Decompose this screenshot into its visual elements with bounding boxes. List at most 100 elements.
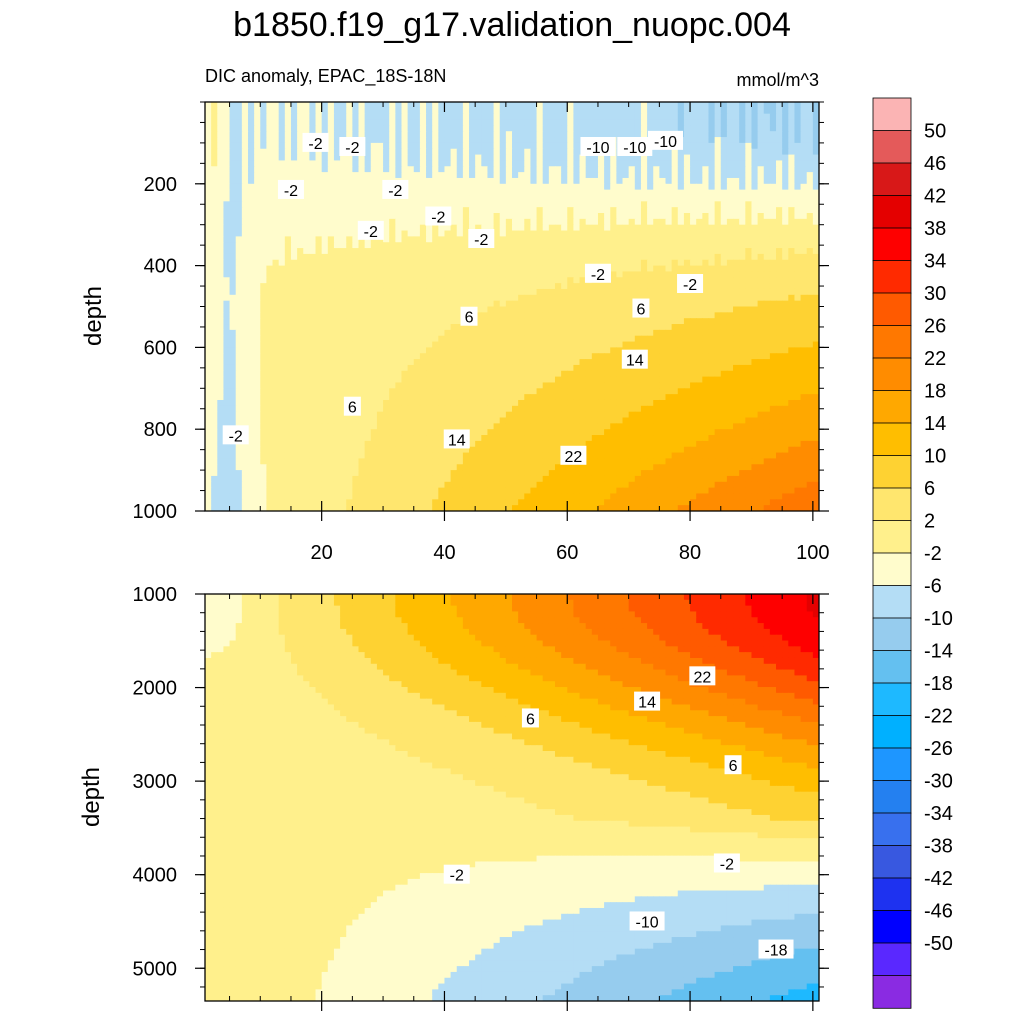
upper-fill-cell xyxy=(487,312,495,319)
upper-fill-cell xyxy=(647,312,654,319)
upper-fill-cell xyxy=(229,271,237,278)
upper-fill-cell xyxy=(370,318,378,325)
upper-fill-cell xyxy=(321,230,329,237)
upper-fill-cell xyxy=(604,207,611,214)
upper-fill-cell xyxy=(653,382,660,389)
upper-fill-cell xyxy=(290,283,298,290)
upper-fill-cell xyxy=(622,183,630,191)
upper-fill-cell xyxy=(278,154,286,162)
upper-fill-cell xyxy=(364,119,372,126)
upper-fill-cell xyxy=(604,341,611,348)
upper-fill-cell xyxy=(530,318,538,325)
upper-fill-cell xyxy=(677,230,685,237)
upper-fill-cell xyxy=(604,183,611,191)
upper-fill-cell xyxy=(346,306,353,313)
upper-fill-cell xyxy=(518,201,525,208)
upper-fill-cell xyxy=(272,253,280,261)
upper-fill-cell xyxy=(573,195,581,202)
upper-fill-cell xyxy=(383,288,390,296)
upper-fill-cell xyxy=(469,102,476,109)
upper-fill-cell xyxy=(628,131,636,138)
upper-fill-cell xyxy=(481,253,489,261)
upper-fill-cell xyxy=(438,230,446,237)
upper-fill-cell xyxy=(782,142,789,150)
upper-fill-cell xyxy=(229,253,237,261)
upper-fill-cell xyxy=(475,318,482,325)
upper-fill-cell xyxy=(690,300,697,308)
upper-fill-cell xyxy=(376,142,384,150)
upper-fill-cell xyxy=(647,271,654,278)
upper-fill-cell xyxy=(432,353,439,360)
upper-fill-cell xyxy=(333,236,341,243)
upper-fill-cell xyxy=(493,154,501,162)
upper-fill-cell xyxy=(413,259,421,267)
upper-fill-cell xyxy=(782,154,789,162)
upper-fill-cell xyxy=(315,318,323,325)
upper-fill-cell xyxy=(800,259,808,267)
upper-fill-cell xyxy=(800,213,808,220)
upper-fill-cell xyxy=(714,376,722,384)
upper-fill-cell xyxy=(757,160,765,167)
upper-fill-cell xyxy=(788,213,796,220)
upper-fill-cell xyxy=(235,213,243,220)
upper-fill-cell xyxy=(751,294,759,302)
upper-fill-cell xyxy=(462,230,470,237)
upper-fill-cell xyxy=(800,265,808,273)
upper-fill-cell xyxy=(456,154,464,162)
upper-fill-cell xyxy=(653,283,660,290)
upper-fill-cell xyxy=(419,207,427,214)
upper-fill-cell xyxy=(512,172,519,179)
upper-fill-cell xyxy=(610,259,617,267)
upper-fill-cell xyxy=(327,113,335,121)
upper-fill-cell xyxy=(432,335,439,343)
upper-fill-cell xyxy=(634,376,642,384)
upper-fill-cell xyxy=(733,300,740,308)
upper-fill-cell xyxy=(358,177,366,185)
upper-fill-cell xyxy=(788,253,796,261)
upper-fill-cell xyxy=(800,137,808,144)
upper-fill-cell xyxy=(241,213,249,220)
upper-fill-cell xyxy=(401,142,409,150)
upper-fill-cell xyxy=(235,294,243,302)
upper-fill-cell xyxy=(567,207,574,214)
upper-fill-cell xyxy=(597,300,605,308)
upper-fill-cell xyxy=(640,131,648,138)
upper-fill-cell xyxy=(561,119,568,126)
upper-fill-cell xyxy=(616,318,624,325)
upper-fill-cell xyxy=(389,347,396,354)
upper-fill-cell xyxy=(401,359,409,366)
upper-fill-cell xyxy=(690,294,697,302)
upper-fill-cell xyxy=(554,119,562,126)
upper-fill-cell xyxy=(401,347,409,354)
upper-fill-cell xyxy=(579,335,587,343)
upper-fill-cell xyxy=(647,283,654,290)
upper-fill-cell xyxy=(812,300,819,308)
upper-fill-cell xyxy=(665,230,673,237)
upper-fill-cell xyxy=(493,137,501,144)
upper-fill-cell xyxy=(628,288,636,296)
upper-fill-cell xyxy=(769,306,777,313)
upper-fill-cell xyxy=(763,376,771,384)
upper-fill-cell xyxy=(333,294,341,302)
upper-fill-cell xyxy=(776,312,783,319)
upper-fill-cell xyxy=(733,318,740,325)
upper-fill-cell xyxy=(211,119,218,126)
upper-fill-cell xyxy=(284,300,292,308)
upper-fill-cell xyxy=(751,259,759,267)
upper-fill-cell xyxy=(800,341,808,348)
upper-fill-cell xyxy=(321,277,329,284)
upper-fill-cell xyxy=(726,248,734,255)
upper-fill-cell xyxy=(585,248,593,255)
upper-fill-cell xyxy=(634,218,642,226)
upper-fill-cell xyxy=(708,102,716,109)
upper-fill-cell xyxy=(419,335,427,343)
upper-fill-cell xyxy=(475,195,482,202)
upper-fill-cell xyxy=(303,236,310,243)
upper-fill-cell xyxy=(303,160,310,167)
upper-fill-cell xyxy=(696,341,703,348)
upper-fill-cell xyxy=(254,160,261,167)
upper-fill-cell xyxy=(297,364,304,372)
upper-fill-cell xyxy=(714,353,722,360)
upper-fill-cell xyxy=(585,102,593,109)
upper-fill-cell xyxy=(278,148,286,156)
